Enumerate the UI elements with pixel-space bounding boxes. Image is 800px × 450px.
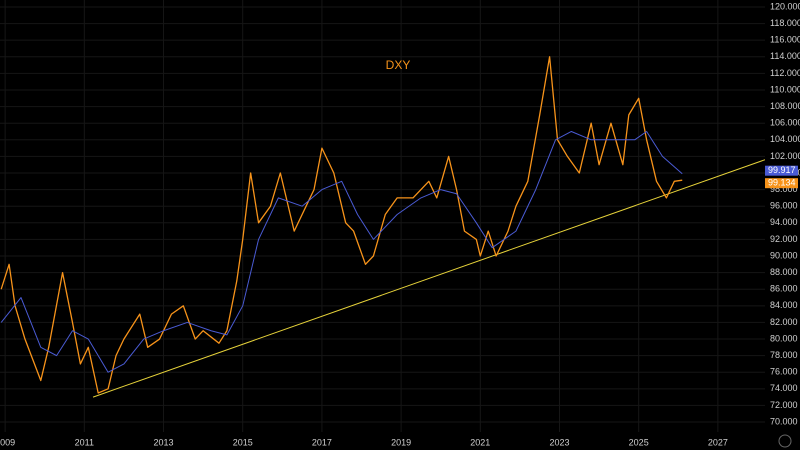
x-tick-label: 2013 — [154, 437, 174, 447]
y-tick-label: 82.000 — [770, 317, 798, 327]
y-tick-label: 86.000 — [770, 284, 798, 294]
y-tick-label: 92.000 — [770, 234, 798, 244]
y-tick-label: 118.000 — [770, 18, 800, 28]
x-tick-label: 2025 — [629, 437, 649, 447]
last-value-box — [765, 178, 798, 189]
y-tick-label: 78.000 — [770, 350, 798, 360]
y-tick-label: 112.000 — [770, 68, 800, 78]
last-value-box — [765, 165, 798, 176]
y-tick-label: 116.000 — [770, 35, 800, 45]
y-tick-label: 90.000 — [770, 250, 798, 260]
y-tick-label: 74.000 — [770, 383, 798, 393]
y-tick-label: 102.000 — [770, 151, 800, 161]
settings-icon[interactable] — [778, 434, 792, 448]
y-tick-label: 108.000 — [770, 101, 800, 111]
price-axis — [765, 0, 800, 450]
y-tick-label: 80.000 — [770, 333, 798, 343]
y-tick-label: 98.000 — [770, 184, 798, 194]
trendline — [92, 159, 765, 398]
grid — [0, 0, 765, 432]
y-tick-label: 72.000 — [770, 400, 798, 410]
y-tick-label: 84.000 — [770, 300, 798, 310]
x-tick-label: 2027 — [708, 437, 728, 447]
x-tick-label: 2015 — [233, 437, 253, 447]
x-tick-label: 2021 — [470, 437, 490, 447]
y-tick-label: 94.000 — [770, 217, 798, 227]
moving-average — [0, 130, 683, 373]
y-tick-label: 96.000 — [770, 201, 798, 211]
price-line — [0, 56, 683, 394]
y-tick-label: 110.000 — [770, 84, 800, 94]
y-tick-label: 88.000 — [770, 267, 798, 277]
y-tick-label: 106.000 — [770, 118, 800, 128]
x-tick-label: 2019 — [391, 437, 411, 447]
y-tick-label: 104.000 — [770, 134, 800, 144]
x-tick-label: 2011 — [75, 437, 94, 447]
plot-area — [0, 56, 765, 398]
x-tick-label: 2023 — [549, 437, 569, 447]
y-tick-label: 76.000 — [770, 367, 798, 377]
y-tick-label: 114.000 — [770, 51, 800, 61]
x-tick-label: 2017 — [312, 437, 332, 447]
x-tick-label: 2009 — [0, 437, 15, 447]
chart-title: DXY — [386, 58, 411, 72]
last-value-label: 99.134 — [768, 178, 796, 188]
last-value-label: 99.917 — [768, 165, 796, 175]
y-tick-label: 70.000 — [770, 416, 798, 426]
y-tick-label: 120.000 — [770, 1, 800, 11]
